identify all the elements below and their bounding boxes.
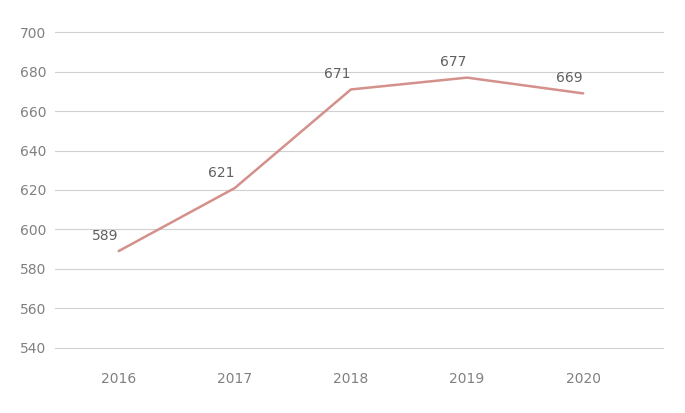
Text: 669: 669 bbox=[556, 71, 582, 85]
Text: 589: 589 bbox=[92, 229, 118, 243]
Text: 677: 677 bbox=[440, 55, 466, 69]
Text: 621: 621 bbox=[208, 166, 234, 180]
Text: 671: 671 bbox=[324, 67, 350, 81]
